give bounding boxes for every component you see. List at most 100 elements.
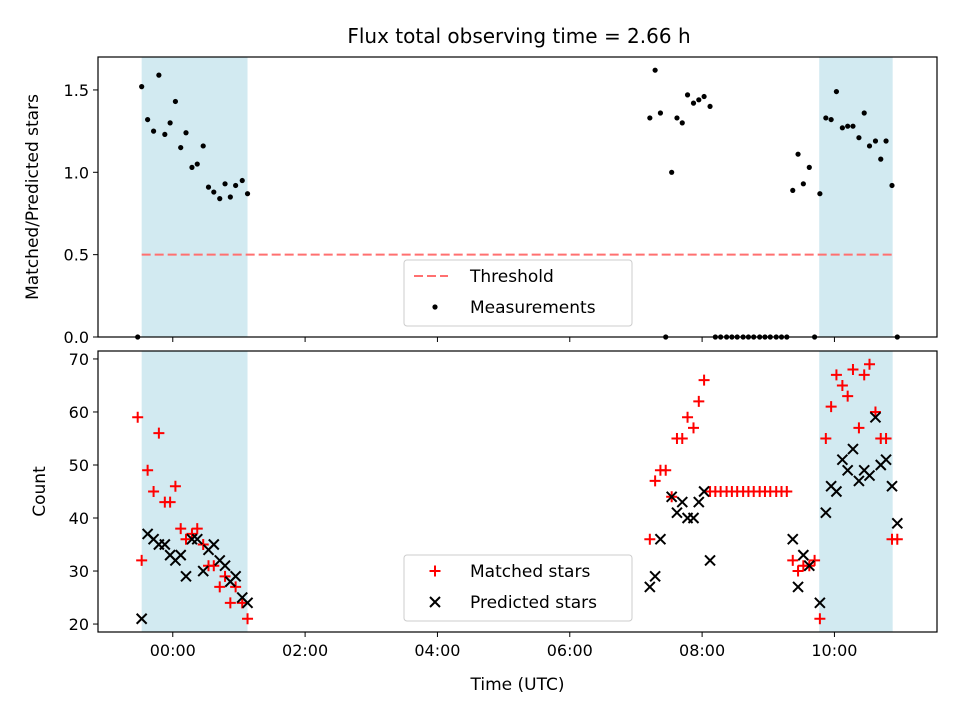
predicted-star-point xyxy=(792,581,804,593)
predicted-star-point xyxy=(836,453,849,466)
matched-star-point xyxy=(688,422,700,434)
matched-star-point xyxy=(809,554,821,566)
bottom-panel-shaded-intervals xyxy=(141,351,893,632)
measurement-point xyxy=(861,110,867,116)
matched-star-point xyxy=(649,475,661,487)
matched-star-point xyxy=(148,486,160,497)
matched-star-point xyxy=(214,581,226,593)
bottom-y-tick-label: 50 xyxy=(69,456,89,475)
matched-star-point xyxy=(693,395,705,407)
matched-star-point xyxy=(132,411,144,423)
measurement-point xyxy=(800,181,806,187)
predicted-star-point xyxy=(175,549,187,561)
matched-star-point xyxy=(186,528,198,540)
matched-star-point xyxy=(781,486,793,497)
matched-star-point xyxy=(869,406,881,418)
x-tick-label: 02:00 xyxy=(282,641,328,660)
bottom-y-tick-label: 60 xyxy=(69,403,89,422)
bottom-panel-y-axis-label: Count xyxy=(30,466,50,517)
legend-box xyxy=(403,554,633,622)
matched-star-point xyxy=(858,369,870,381)
matched-star-point xyxy=(175,523,187,535)
predicted-star-point xyxy=(654,533,667,545)
predicted-star-point xyxy=(676,496,688,508)
measurement-point xyxy=(850,123,856,129)
predicted-star-point xyxy=(159,538,171,551)
matched-star-point xyxy=(164,496,176,508)
measurement-point xyxy=(200,143,206,149)
measurement-point xyxy=(647,115,653,121)
top-panel-frame xyxy=(97,56,938,338)
legend-label: Predicted stars xyxy=(470,593,597,613)
legend-label: Measurements xyxy=(470,298,596,318)
matched-star-point xyxy=(814,613,826,625)
matched-star-point xyxy=(180,533,192,545)
top-panel-y-axis-label: Matched/Predicted stars xyxy=(23,94,43,300)
matched-star-point xyxy=(136,554,148,566)
matched-star-point xyxy=(792,565,804,577)
predicted-star-point xyxy=(208,538,220,551)
matched-star-point xyxy=(219,570,231,582)
measurement-point xyxy=(690,100,697,106)
measurement-point xyxy=(833,88,840,95)
predicted-star-point xyxy=(863,469,876,482)
matched-star-point xyxy=(236,597,248,609)
matched-star-point xyxy=(230,581,242,593)
top-shaded-interval-2 xyxy=(819,57,893,337)
matched-star-point xyxy=(197,539,209,551)
predicted-star-point xyxy=(787,533,799,545)
predicted-star-point xyxy=(869,411,882,423)
measurement-point xyxy=(139,84,145,90)
top-y-tick-label: 1.0 xyxy=(64,163,89,182)
bottom-panel-frame xyxy=(97,350,938,633)
predicted-star-point xyxy=(665,491,678,503)
matched-star-point xyxy=(698,374,710,386)
matched-star-point xyxy=(820,432,832,444)
measurement-point xyxy=(211,189,217,195)
measurement-point xyxy=(828,116,834,123)
measurement-point xyxy=(845,123,851,129)
measurement-point xyxy=(156,72,162,78)
predicted-star-point xyxy=(135,613,148,625)
measurement-point xyxy=(872,138,879,144)
measurement-point xyxy=(696,97,702,103)
matched-star-point xyxy=(880,432,892,444)
matched-star-point xyxy=(191,523,203,535)
measurement-point xyxy=(189,164,195,170)
x-tick-label: 08:00 xyxy=(679,641,725,660)
legend-label: Matched stars xyxy=(470,562,590,582)
measurement-point xyxy=(167,120,173,126)
matched-star-point xyxy=(830,369,842,381)
predicted-star-point xyxy=(880,453,892,466)
predicted-star-point xyxy=(649,570,661,583)
measurement-point xyxy=(889,182,895,189)
legend-predicted-swatch xyxy=(429,596,441,608)
measurement-point xyxy=(795,151,801,157)
x-tick-label: 00:00 xyxy=(150,641,196,660)
top-panel-y-ticks: 0.0 0.5 1.0 1.5 xyxy=(64,81,98,347)
measurement-point xyxy=(172,98,179,105)
predicted-star-point xyxy=(820,507,832,519)
measurement-point xyxy=(878,156,884,162)
measurement-point xyxy=(707,103,713,110)
matched-star-point xyxy=(224,597,236,609)
matched-star-point xyxy=(891,533,903,545)
predicted-star-point xyxy=(191,533,203,545)
measurement-point xyxy=(239,177,245,184)
measurement-point xyxy=(883,138,889,144)
measurement-point xyxy=(823,115,829,121)
top-panel-x-ticks xyxy=(172,337,835,342)
predicted-star-point xyxy=(803,560,816,572)
measurement-point xyxy=(244,191,251,197)
count-panel: 20 30 40 50 60 70 00:00 02:00 04:00 06:00 08:00 10… xyxy=(30,350,938,695)
x-tick-label: 04:00 xyxy=(414,641,460,660)
matched-star-point xyxy=(242,613,254,625)
measurement-point xyxy=(817,191,823,197)
matched-star-point xyxy=(208,560,220,572)
measurement-point xyxy=(701,93,707,100)
predicted-star-point xyxy=(698,485,710,498)
measurement-point xyxy=(684,92,691,98)
bottom-y-tick-label: 40 xyxy=(69,509,89,528)
matched-star-point xyxy=(864,358,876,370)
